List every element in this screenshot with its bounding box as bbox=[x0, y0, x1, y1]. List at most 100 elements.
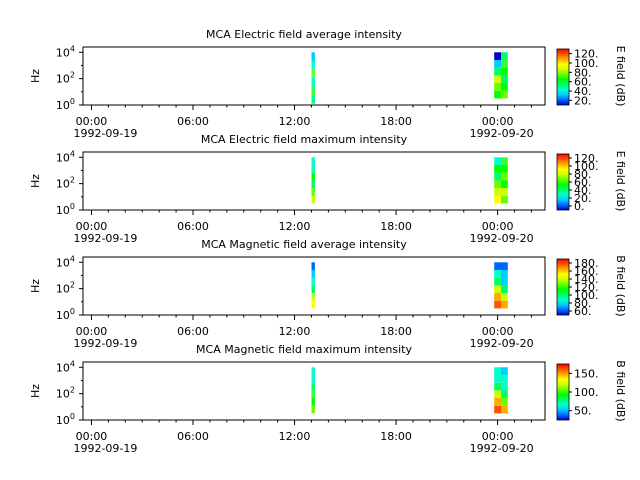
data-block-band bbox=[311, 277, 315, 286]
colorbar-tick-label: 150. bbox=[574, 367, 599, 380]
y-axis-label: Hz bbox=[29, 174, 42, 188]
y-tick-label: 104 bbox=[56, 149, 75, 164]
panel-4: MCA Magnetic field maximum intensity 100 1… bbox=[29, 343, 627, 455]
axes-frame bbox=[82, 256, 546, 316]
date-end-label: 1992-09-20 bbox=[470, 232, 534, 245]
date-start-label: 1992-09-19 bbox=[73, 232, 137, 245]
x-tick-label: 06:00 bbox=[177, 115, 209, 128]
data-block-band bbox=[501, 75, 508, 83]
colorbar-tick-label: 80. bbox=[574, 66, 592, 79]
data-block-band bbox=[311, 285, 315, 293]
colorbar-tick-label: 140. bbox=[574, 273, 599, 286]
data-block-band bbox=[501, 293, 508, 301]
y-tick-label: 100 bbox=[56, 202, 75, 217]
data-block-band bbox=[311, 375, 315, 383]
x-tick-label: 06:00 bbox=[177, 325, 209, 338]
data-block-band bbox=[501, 157, 508, 165]
x-tick-label: 06:00 bbox=[177, 220, 209, 233]
y-tick-label: 104 bbox=[56, 359, 75, 374]
data-block-band bbox=[501, 90, 508, 99]
data-block-band bbox=[494, 90, 501, 99]
colorbar bbox=[556, 363, 570, 421]
data-block-band bbox=[494, 83, 501, 91]
data-block-band bbox=[311, 382, 315, 391]
data-block-band bbox=[311, 367, 315, 375]
data-block-band bbox=[311, 69, 315, 78]
data-block-band bbox=[311, 188, 315, 196]
data-block-band bbox=[311, 52, 315, 61]
data-block-band bbox=[311, 180, 315, 188]
data-block-band bbox=[494, 293, 501, 301]
colorbar-tick-label: 80. bbox=[574, 168, 592, 181]
data-block-band bbox=[501, 270, 508, 278]
colorbar-tick-label: 60. bbox=[574, 76, 592, 89]
x-tick-label: 00:00 bbox=[76, 115, 108, 128]
data-block-band bbox=[311, 398, 315, 406]
panel-2: MCA Electric field maximum intensity 100 1… bbox=[29, 133, 627, 245]
data-block-band bbox=[501, 405, 508, 414]
colorbar-tick-label: 100. bbox=[574, 386, 599, 399]
date-end-label: 1992-09-20 bbox=[470, 127, 534, 140]
data-block-band bbox=[501, 60, 508, 68]
data-block-band bbox=[494, 390, 501, 398]
y-tick-label: 104 bbox=[56, 44, 75, 59]
y-tick-label: 100 bbox=[56, 307, 75, 322]
data-block-band bbox=[494, 262, 501, 270]
colorbar-tick-label: 120. bbox=[574, 152, 599, 165]
panel-title: MCA Electric field maximum intensity bbox=[201, 133, 408, 146]
colorbar-tick-label: 50. bbox=[574, 405, 592, 418]
data-block-band bbox=[501, 300, 508, 309]
panel-title: MCA Magnetic field maximum intensity bbox=[196, 343, 412, 356]
data-block-band bbox=[501, 172, 508, 181]
data-block-band bbox=[494, 188, 501, 196]
data-block-band bbox=[494, 52, 501, 60]
axes-frame bbox=[82, 46, 546, 106]
colorbar-tick-label: 0. bbox=[574, 200, 585, 213]
axes-frame bbox=[82, 361, 546, 421]
data-block-band bbox=[501, 52, 508, 60]
panel-3: MCA Magnetic field average intensity 100 1… bbox=[29, 238, 627, 350]
data-block-band bbox=[311, 293, 315, 301]
data-block-band bbox=[311, 60, 315, 70]
x-tick-label: 00:00 bbox=[482, 220, 514, 233]
data-block-band bbox=[311, 300, 315, 309]
data-block-band bbox=[501, 67, 508, 76]
data-block-band bbox=[501, 83, 508, 91]
data-block-band bbox=[311, 262, 315, 270]
data-block-band bbox=[494, 300, 501, 309]
colorbar-tick-label: 160. bbox=[574, 265, 599, 278]
y-tick-label: 102 bbox=[56, 281, 75, 296]
date-start-label: 1992-09-19 bbox=[73, 127, 137, 140]
colorbar-tick-label: 100. bbox=[574, 289, 599, 302]
data-block-band bbox=[311, 172, 315, 181]
data-block-band bbox=[311, 405, 315, 414]
y-tick-label: 102 bbox=[56, 71, 75, 86]
x-tick-label: 06:00 bbox=[177, 430, 209, 443]
data-block-band bbox=[501, 390, 508, 398]
data-block-band bbox=[501, 262, 508, 270]
colorbar-tick-label: 180. bbox=[574, 257, 599, 270]
data-block-band bbox=[494, 375, 501, 383]
axes-frame bbox=[82, 151, 546, 211]
colorbar-tick-label: 20. bbox=[574, 192, 592, 205]
panel-title: MCA Electric field average intensity bbox=[206, 28, 402, 41]
data-block-band bbox=[494, 165, 501, 173]
x-tick-label: 12:00 bbox=[279, 325, 311, 338]
y-tick-label: 100 bbox=[56, 412, 75, 427]
data-block-band bbox=[311, 165, 315, 173]
data-block-band bbox=[494, 270, 501, 278]
colorbar-tick-label: 100. bbox=[574, 57, 599, 70]
colorbar-label: E field (dB) bbox=[614, 151, 627, 212]
colorbar-tick-label: 40. bbox=[574, 85, 592, 98]
data-block-band bbox=[501, 180, 508, 188]
data-block-band bbox=[494, 367, 501, 375]
data-block-band bbox=[311, 157, 315, 165]
y-tick-label: 100 bbox=[56, 97, 75, 112]
x-tick-label: 00:00 bbox=[482, 430, 514, 443]
y-axis-label: Hz bbox=[29, 384, 42, 398]
data-block-band bbox=[501, 277, 508, 286]
panel-1: MCA Electric field average intensity 100 1… bbox=[29, 28, 627, 140]
colorbar-tick-label: 40. bbox=[574, 184, 592, 197]
y-tick-label: 104 bbox=[56, 254, 75, 269]
